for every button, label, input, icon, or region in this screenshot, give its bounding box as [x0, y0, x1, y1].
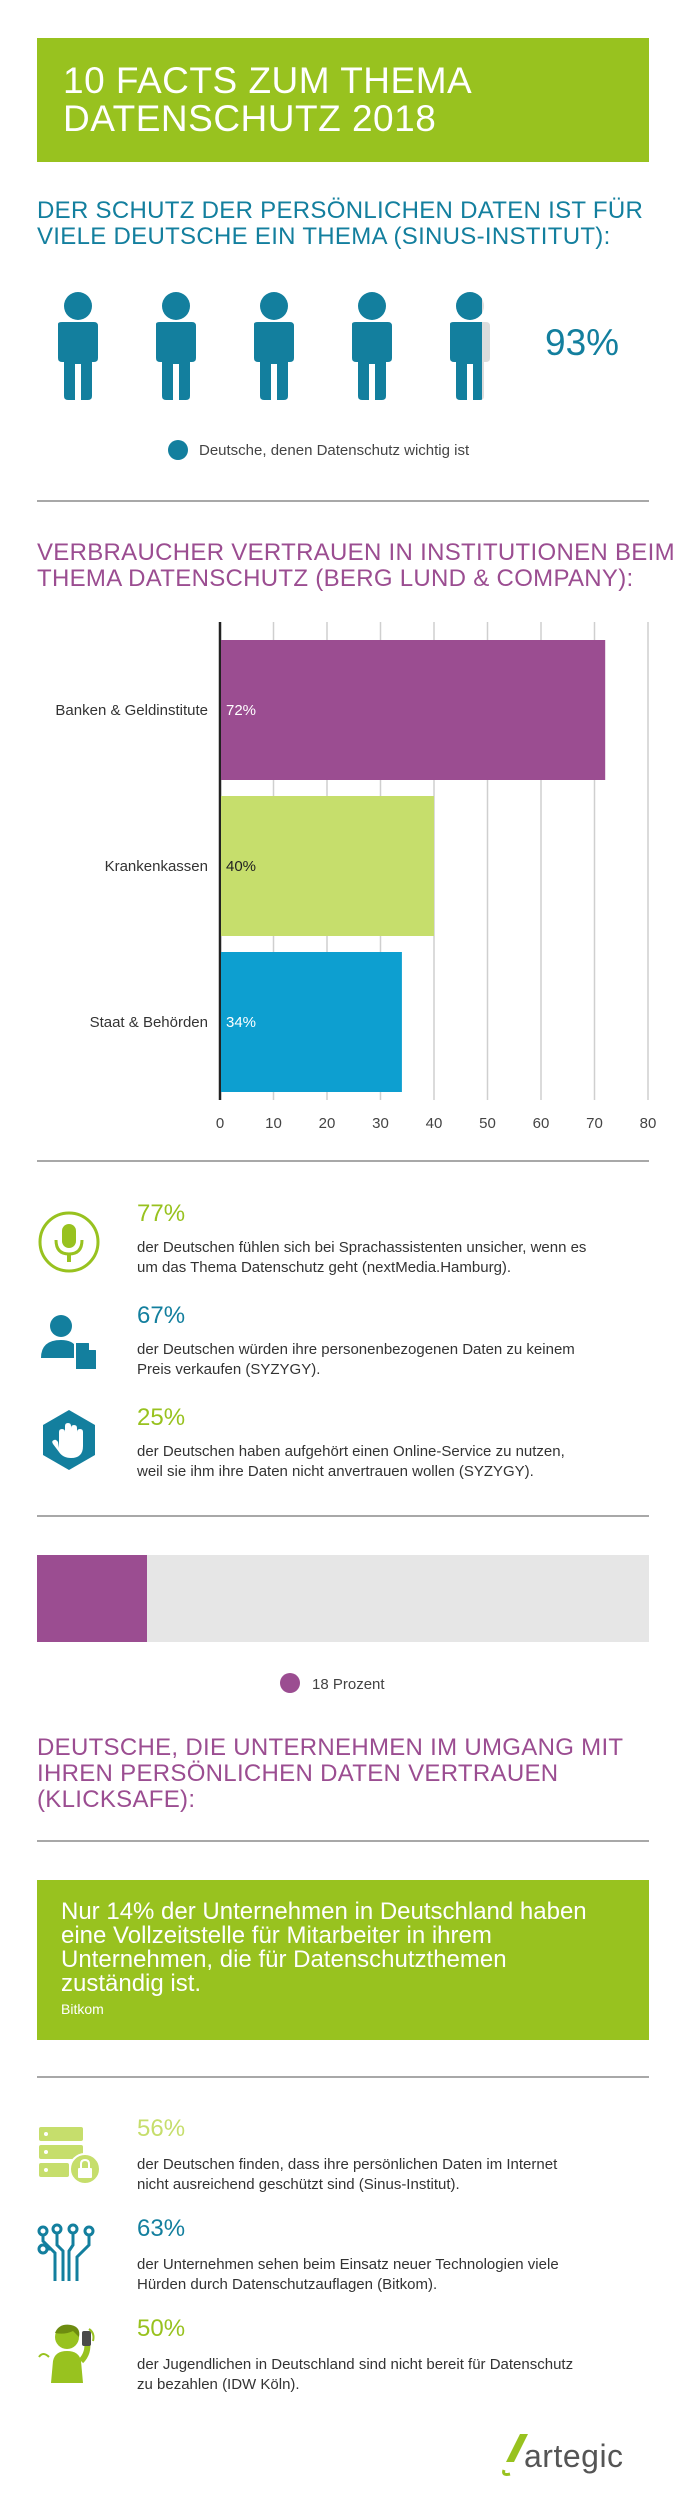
- x-tick-label: 60: [533, 1115, 550, 1132]
- section3-heading: DEUTSCHE, DIE UNTERNEHMEN IM UMGANG MIT …: [37, 1734, 624, 1813]
- partial-person-icon: [450, 292, 490, 400]
- fact-percent: 50%: [137, 2315, 186, 2342]
- divider: [37, 500, 649, 502]
- fact-item: 77% der Deutschen fühlen sich bei Sprach…: [37, 1200, 649, 1290]
- category-label: Banken & Geldinstitute: [55, 702, 208, 719]
- x-tick-label: 50: [479, 1115, 496, 1132]
- fact-description: der Deutschen finden, dass ihre persönli…: [137, 2156, 558, 2193]
- fact-item: 67% der Deutschen würden ihre personenbe…: [37, 1302, 649, 1392]
- section1-heading: DER SCHUTZ DER PERSÖNLICHEN DATEN IST FÜ…: [37, 197, 644, 250]
- fact-description: der Jugendlichen in Deutschland sind nic…: [137, 2356, 574, 2393]
- bar: [221, 952, 402, 1092]
- bar-value-label: 34%: [226, 1014, 256, 1031]
- stop-hand-icon: [37, 1408, 101, 1472]
- circuit-icon: [37, 2223, 101, 2287]
- server-lock-icon: [37, 2123, 101, 2187]
- logo-text: artegic: [524, 2438, 624, 2474]
- fact-description: der Unternehmen sehen beim Einsatz neuer…: [137, 2256, 559, 2293]
- fact-percent: 56%: [137, 2115, 186, 2142]
- fact-item: 63% der Unternehmen sehen beim Einsatz n…: [37, 2215, 649, 2305]
- title-banner: 10 FACTS ZUM THEMA DATENSCHUTZ 2018: [37, 38, 649, 162]
- fact-percent: 63%: [137, 2215, 186, 2242]
- person-icon: [254, 292, 294, 400]
- divider: [37, 1515, 649, 1517]
- x-tick-label: 80: [640, 1115, 657, 1132]
- fact-description: der Deutschen würden ihre personenbezoge…: [137, 1341, 575, 1378]
- progress-legend: 18 Prozent: [312, 1676, 385, 1693]
- progress-track: [37, 1555, 649, 1642]
- person-icon: [352, 292, 392, 400]
- microphone-icon: [37, 1210, 101, 1274]
- x-tick-label: 70: [586, 1115, 603, 1132]
- quote-box: Nur 14% der Unternehmen in Deutschland h…: [37, 1880, 649, 2040]
- bar: [221, 640, 606, 780]
- fact-percent: 25%: [137, 1404, 186, 1431]
- x-tick-label: 30: [372, 1115, 389, 1132]
- divider: [37, 2076, 649, 2078]
- legend-dot: [168, 440, 188, 460]
- section2-heading: VERBRAUCHER VERTRAUEN IN INSTITUTIONEN B…: [37, 539, 675, 592]
- artegic-logo: artegic: [500, 2432, 660, 2482]
- bar-value-label: 72%: [226, 702, 256, 719]
- divider: [37, 1160, 649, 1162]
- quote-source: Bitkom: [61, 2001, 104, 2017]
- trust-bar-chart: 0 10 20 30 40 50 60 70 80 72% Banken & Geldinstitu…: [0, 600, 686, 1140]
- fact-item: 50% der Jugendlichen in Deutschland sind…: [37, 2315, 649, 2405]
- page-title: 10 FACTS ZUM THEMA DATENSCHUTZ 2018: [63, 60, 473, 139]
- teen-phone-icon: [37, 2321, 101, 2385]
- fact-description: der Deutschen fühlen sich bei Sprachassi…: [137, 1239, 587, 1276]
- category-label: Staat & Behörden: [90, 1014, 208, 1031]
- logo-swoosh-icon: [502, 2434, 528, 2476]
- person-icon: [58, 292, 98, 400]
- legend-label: Deutsche, denen Datenschutz wichtig ist: [199, 442, 470, 459]
- facts-list-b: 56% der Deutschen finden, dass ihre pers…: [37, 2115, 649, 2415]
- fact-item: 56% der Deutschen finden, dass ihre pers…: [37, 2115, 649, 2205]
- legend-dot: [280, 1673, 300, 1693]
- x-tick-label: 10: [265, 1115, 282, 1132]
- quote-text: Nur 14% der Unternehmen in Deutschland h…: [61, 1898, 587, 1997]
- x-tick-label: 0: [216, 1115, 224, 1132]
- fact-item: 25% der Deutschen haben aufgehört einen …: [37, 1404, 649, 1494]
- person-icon: [156, 292, 196, 400]
- progress-fill: [37, 1555, 148, 1642]
- facts-list-a: 77% der Deutschen fühlen sich bei Sprach…: [37, 1200, 649, 1500]
- fact-percent: 67%: [137, 1302, 186, 1329]
- people-icon-row: [48, 292, 508, 402]
- person-document-icon: [37, 1308, 101, 1372]
- bar: [221, 796, 434, 936]
- percent-93: 93%: [545, 322, 620, 363]
- category-label: Krankenkassen: [105, 858, 208, 875]
- divider: [37, 1840, 649, 1842]
- fact-percent: 77%: [137, 1200, 186, 1227]
- bar-value-label: 40%: [226, 858, 256, 875]
- x-tick-label: 20: [319, 1115, 336, 1132]
- x-tick-label: 40: [426, 1115, 443, 1132]
- fact-description: der Deutschen haben aufgehört einen Onli…: [137, 1443, 565, 1480]
